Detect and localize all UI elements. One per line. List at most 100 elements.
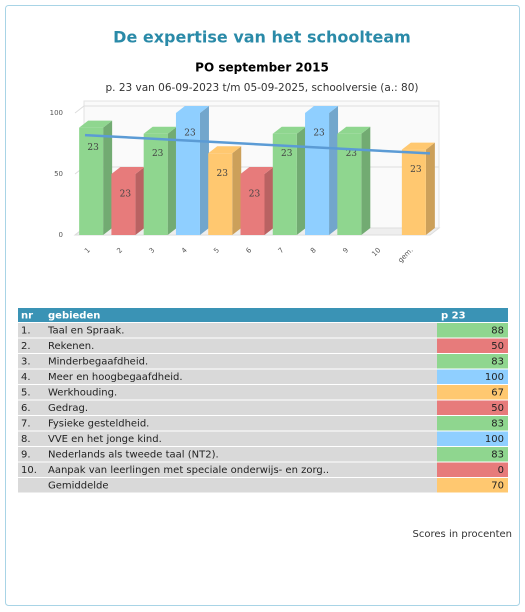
- y-tick-label: 0: [59, 231, 63, 239]
- score-cell: [437, 447, 508, 462]
- row-label: Werkhouding.: [48, 388, 117, 399]
- table-header: [18, 308, 508, 322]
- score-cell: [437, 478, 508, 493]
- table-row: [18, 431, 508, 446]
- bar-label: 23: [249, 190, 261, 200]
- table-row: [18, 323, 508, 338]
- row-score: 83: [491, 419, 504, 430]
- bar-label: 23: [184, 129, 196, 139]
- bar-side: [425, 142, 435, 235]
- score-cell: [437, 338, 508, 353]
- bar-side: [199, 106, 209, 235]
- row-label: Aanpak van leerlingen met speciale onder…: [48, 465, 329, 476]
- x-tick-label: 6: [245, 246, 254, 255]
- bar-side: [264, 167, 274, 235]
- bar-top: [240, 167, 274, 174]
- footer: Scores in procenten: [413, 529, 512, 540]
- score-cell: [437, 462, 508, 477]
- row-nr: 3.: [21, 357, 31, 368]
- bar-label: 23: [120, 190, 132, 200]
- x-tick-label: 10: [370, 246, 382, 258]
- x-tick-label: 4: [180, 246, 189, 255]
- bar-top: [208, 146, 242, 154]
- table-row: [18, 385, 508, 400]
- row-score: 88: [491, 326, 504, 337]
- bar-top: [175, 106, 209, 113]
- y-tick-label: 50: [54, 170, 63, 178]
- row-score: 83: [491, 450, 504, 461]
- bar-top: [143, 126, 177, 134]
- row-nr: 10.: [21, 465, 37, 476]
- table-row: [18, 416, 508, 431]
- bar-top: [305, 106, 339, 113]
- bar-top: [79, 120, 113, 128]
- bar-label: 23: [152, 149, 164, 159]
- table-row: [18, 369, 508, 384]
- subtitle: PO september 2015: [195, 61, 329, 75]
- row-score: 67: [491, 388, 504, 399]
- bar: [111, 174, 136, 235]
- score-cell: [437, 385, 508, 400]
- row-score: 100: [485, 372, 504, 383]
- row-score: 50: [491, 403, 504, 414]
- column-header: gebieden: [48, 311, 100, 322]
- row-nr: 9.: [21, 450, 31, 461]
- row-nr: 6.: [21, 403, 31, 414]
- bar-label: 23: [217, 169, 229, 179]
- panel: [5, 5, 520, 606]
- title: De expertise van het schoolteam: [113, 28, 411, 47]
- row-label: VVE en het jonge kind.: [48, 434, 162, 445]
- score-cell: [437, 416, 508, 431]
- row-score: 50: [491, 341, 504, 352]
- bar-label: 23: [346, 149, 358, 159]
- row-nr: 5.: [21, 388, 31, 399]
- score-cell: [437, 323, 508, 338]
- row-label: Nederlands als tweede taal (NT2).: [48, 450, 219, 461]
- row-label: Fysieke gesteldheid.: [48, 419, 149, 430]
- x-tick-label: 3: [148, 246, 157, 255]
- bar: [305, 113, 330, 235]
- row-nr: 2.: [21, 341, 31, 352]
- bar-side: [135, 167, 145, 235]
- table-row: [18, 462, 508, 477]
- bar-top: [111, 167, 145, 174]
- row-nr: 8.: [21, 434, 31, 445]
- table-row: [18, 478, 508, 493]
- row-label: Gedrag.: [48, 403, 88, 414]
- x-tick-label: 7: [277, 246, 286, 255]
- row-label: Gemiddelde: [48, 481, 109, 492]
- bar: [401, 149, 426, 235]
- table-row: [18, 400, 508, 415]
- period: p. 23 van 06-09-2023 t/m 05-09-2025, sch…: [106, 82, 419, 94]
- score-cell: [437, 369, 508, 384]
- row-score: 100: [485, 434, 504, 445]
- bar-label: 23: [87, 143, 99, 153]
- bar-side: [361, 126, 371, 235]
- bar-side: [167, 126, 177, 235]
- bar: [272, 133, 297, 235]
- table-row: [18, 338, 508, 353]
- bar-side: [232, 146, 242, 235]
- x-tick-label: 8: [309, 246, 318, 255]
- bar: [240, 174, 265, 235]
- x-tick-label: 2: [115, 246, 124, 255]
- column-header: nr: [21, 311, 33, 322]
- bar-label: 23: [281, 149, 293, 159]
- row-label: Taal en Spraak.: [47, 326, 124, 337]
- bar-top: [272, 126, 306, 134]
- row-nr: 7.: [21, 419, 31, 430]
- bar: [143, 133, 168, 235]
- bar-label: 23: [313, 129, 325, 139]
- row-label: Meer en hoogbegaafdheid.: [48, 372, 183, 383]
- y-tick-label: 100: [50, 109, 63, 117]
- score-cell: [437, 400, 508, 415]
- row-label: Minderbegaafdheid.: [48, 357, 148, 368]
- row-score: 83: [491, 357, 504, 368]
- bar: [79, 127, 104, 235]
- bar-top: [401, 142, 435, 150]
- bar: [175, 113, 200, 235]
- column-header: p 23: [441, 311, 466, 322]
- bar-side: [103, 120, 113, 235]
- row-nr: 4.: [21, 372, 31, 383]
